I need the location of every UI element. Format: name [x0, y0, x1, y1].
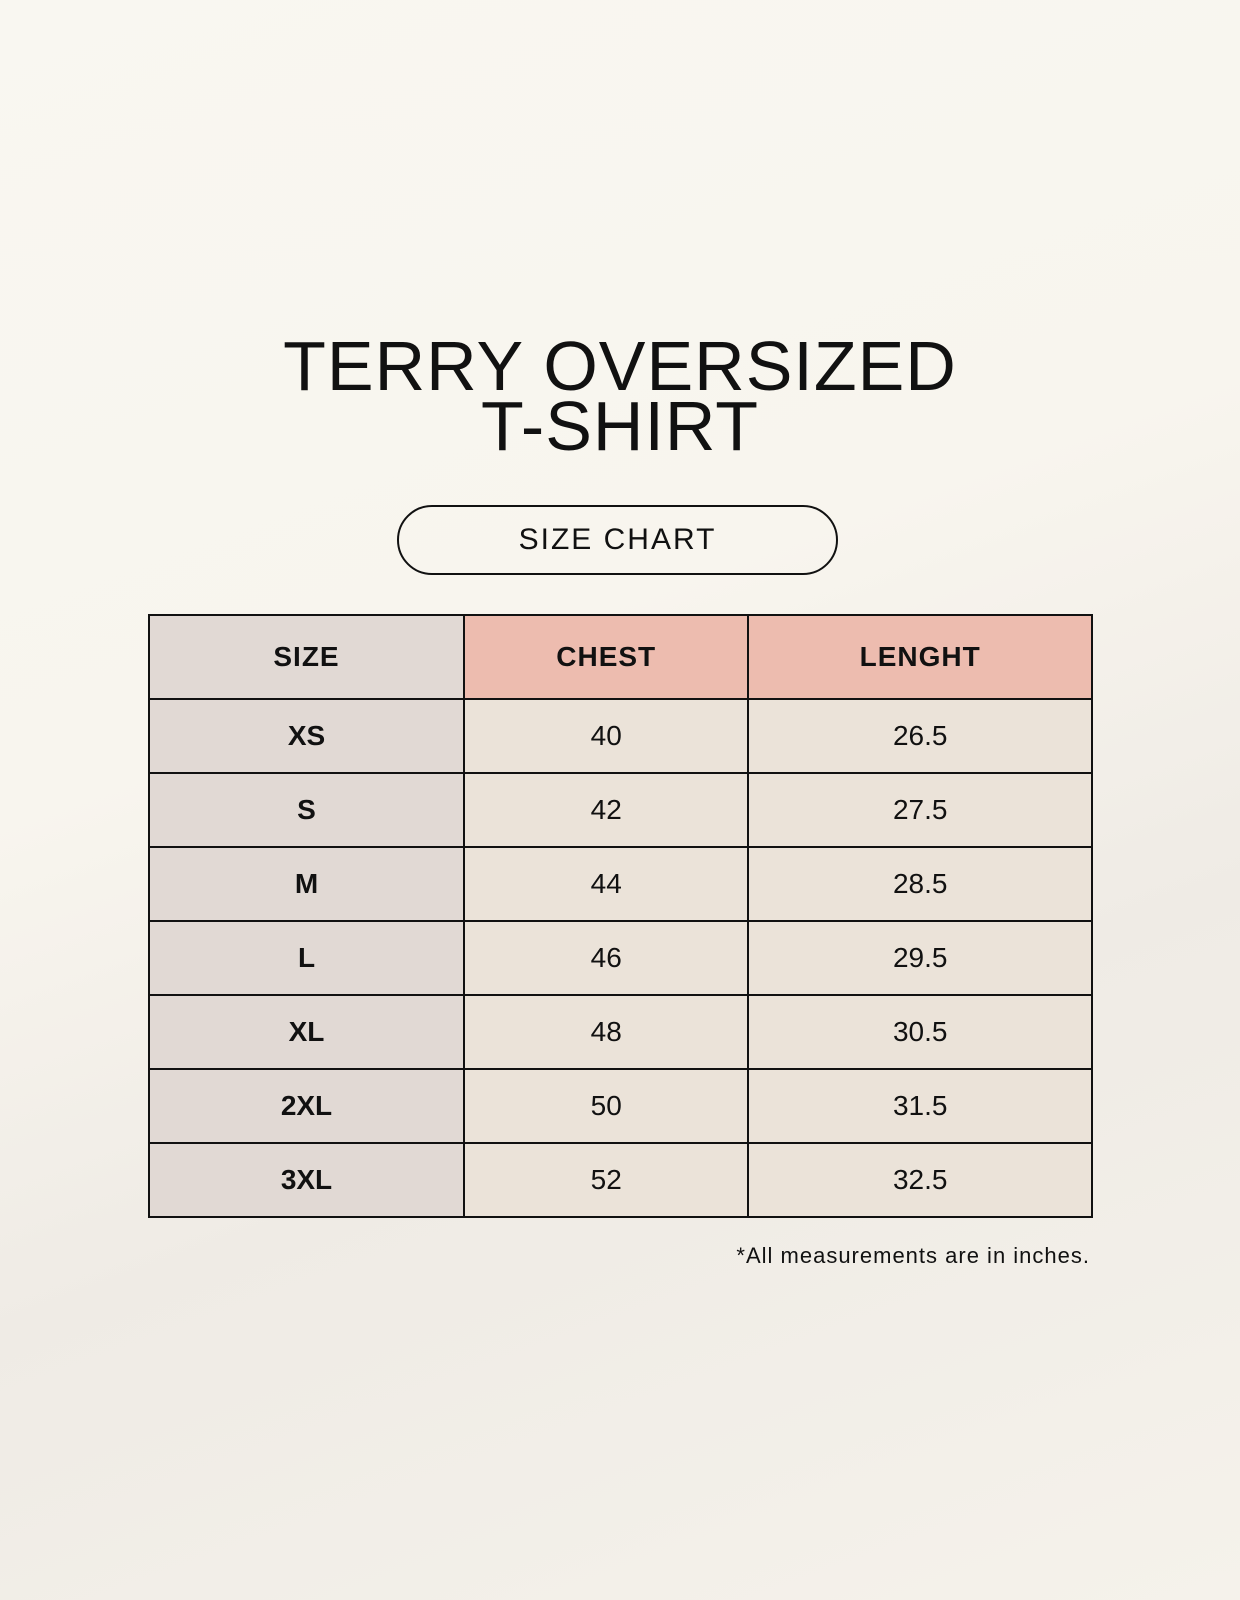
cell-chest: 46	[462, 920, 750, 996]
badge-label: SIZE CHART	[518, 523, 717, 556]
table-row: XS 40 26.5	[148, 698, 1093, 774]
cell-size: 2XL	[148, 1068, 465, 1144]
cell-chest: 52	[462, 1142, 750, 1218]
table-row: 3XL 52 32.5	[148, 1142, 1093, 1218]
cell-length: 29.5	[747, 920, 1093, 996]
footnote: *All measurements are in inches.	[736, 1243, 1090, 1268]
header-length: LENGHT	[747, 614, 1093, 700]
cell-length: 28.5	[747, 846, 1093, 922]
cell-length: 32.5	[747, 1142, 1093, 1218]
cell-size: L	[148, 920, 465, 996]
cell-length: 26.5	[747, 698, 1093, 774]
table-row: XL 48 30.5	[148, 994, 1093, 1070]
cell-chest: 40	[462, 698, 750, 774]
header-size: SIZE	[148, 614, 465, 700]
cell-size: XS	[148, 698, 465, 774]
header-chest: CHEST	[462, 614, 750, 700]
title-line-1: TERRY OVERSIZED	[283, 327, 957, 405]
cell-size: XL	[148, 994, 465, 1070]
header-row: SIZE CHEST LENGHT	[148, 614, 1093, 700]
table-row: S 42 27.5	[148, 772, 1093, 848]
cell-chest: 44	[462, 846, 750, 922]
cell-size: M	[148, 846, 465, 922]
cell-chest: 48	[462, 994, 750, 1070]
table-row: M 44 28.5	[148, 846, 1093, 922]
cell-length: 31.5	[747, 1068, 1093, 1144]
table-row: L 46 29.5	[148, 920, 1093, 996]
size-chart-badge: SIZE CHART	[397, 505, 838, 575]
cell-chest: 42	[462, 772, 750, 848]
page-title: TERRY OVERSIZED T-SHIRT	[0, 327, 1240, 465]
cell-size: 3XL	[148, 1142, 465, 1218]
cell-size: S	[148, 772, 465, 848]
cell-length: 27.5	[747, 772, 1093, 848]
table-row: 2XL 50 31.5	[148, 1068, 1093, 1144]
title-line-2: T-SHIRT	[481, 387, 759, 465]
cell-length: 30.5	[747, 994, 1093, 1070]
size-table: SIZE CHEST LENGHT XS 40 26.5 S 42 27.5 M 44 28.5…	[148, 614, 1093, 1218]
cell-chest: 50	[462, 1068, 750, 1144]
